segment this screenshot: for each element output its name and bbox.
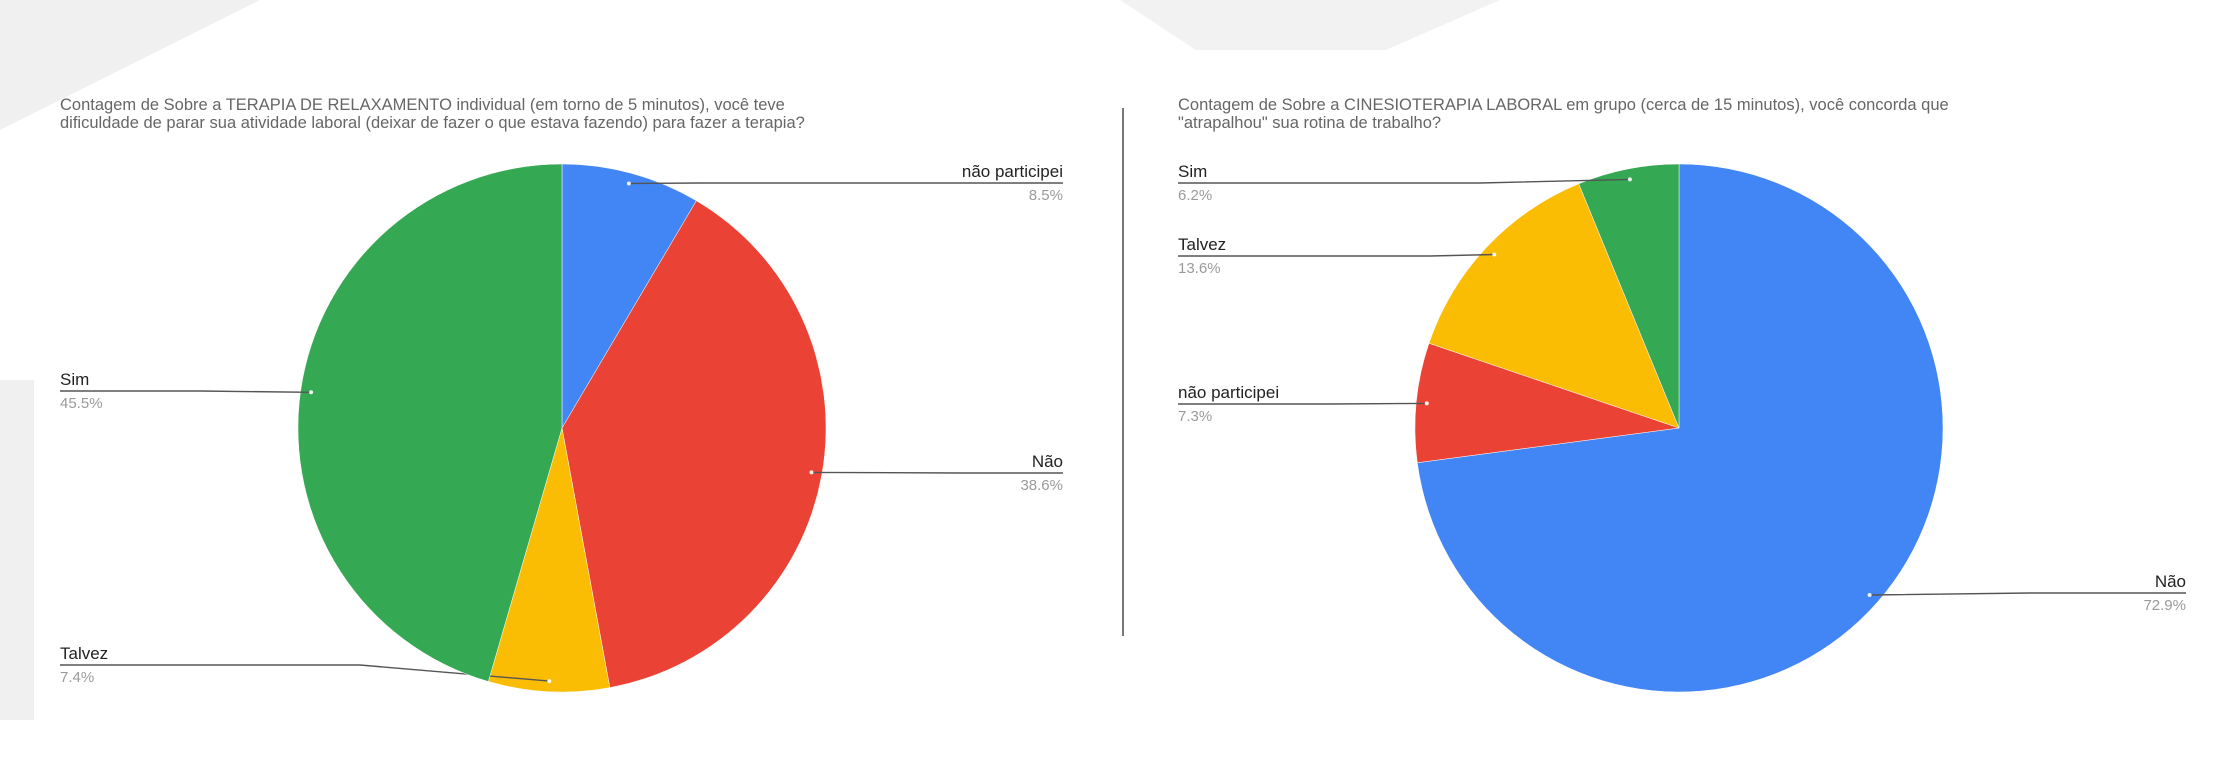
chart-title: Contagem de Sobre a CINESIOTERAPIA LABOR… (1178, 96, 1949, 132)
chart-title-line-1: Contagem de Sobre a TERAPIA DE RELAXAMEN… (60, 96, 785, 114)
leader-line-sim (1178, 178, 1630, 184)
pie-slice-nao-participei (1414, 342, 1680, 464)
slice-label-sim: Sim (60, 370, 89, 389)
chart-title: Contagem de Sobre a TERAPIA DE RELAXAMEN… (60, 96, 805, 132)
pie-slice-sim (1578, 163, 1680, 429)
pie-slice-nao-participei (561, 163, 697, 429)
leader-line-nao-participei (1178, 402, 1427, 405)
pie-slice-sim (297, 163, 563, 682)
chart-title-line-2: "atrapalhou" sua rotina de trabalho? (1178, 114, 1442, 132)
leader-dot-nao (1867, 593, 1872, 597)
pie-svg: não participei 8.5% Não 38.6% Talvez 7.4% Sim 4… (60, 162, 1063, 693)
slice-label-nao: Não (2155, 572, 2186, 591)
slice-label-nao-participei: não participei (962, 162, 1063, 181)
leader-dot-sim (1627, 177, 1632, 182)
slice-percent-sim: 6.2% (1178, 187, 1212, 204)
pie-chart-relaxation-therapy: Contagem de Sobre a TERAPIA DE RELAXAMEN… (0, 0, 1110, 779)
leader-dot-nao-participei (1424, 401, 1429, 406)
slice-percent-nao: 72.9% (2143, 597, 2186, 614)
leader-dot-talvez (1492, 252, 1497, 257)
chart-title-line-1: Contagem de Sobre a CINESIOTERAPIA LABOR… (1178, 96, 1949, 114)
slice-percent-nao-participei: 7.3% (1178, 408, 1212, 425)
pie-svg: Não 72.9% não participei 7.3% Talvez 13.6% Sim… (1178, 162, 2186, 693)
chart-divider (1122, 108, 1124, 636)
pie-slice-nao (1417, 163, 1944, 693)
leader-dot-nao (809, 470, 814, 475)
slice-percent-nao: 38.6% (1020, 477, 1063, 494)
slice-percent-sim: 45.5% (60, 395, 103, 412)
leader-dot-talvez (547, 679, 552, 684)
leader-line-nao (811, 471, 1063, 474)
slice-label-talvez: Talvez (1178, 235, 1226, 254)
slice-percent-talvez: 13.6% (1178, 260, 1221, 277)
chart-title-line-2: dificuldade de parar sua atividade labor… (60, 114, 805, 132)
pie-chart-group-kinesiotherapy: Contagem de Sobre a CINESIOTERAPIA LABOR… (1130, 0, 2239, 779)
leader-line-nao (1869, 592, 2186, 596)
leader-line-sim (60, 390, 312, 393)
slice-label-nao-participei: não participei (1178, 383, 1279, 402)
slice-label-sim: Sim (1178, 162, 1207, 181)
pie-slice-talvez (1428, 183, 1680, 429)
slice-label-nao: Não (1032, 452, 1063, 471)
slice-label-talvez: Talvez (60, 644, 108, 663)
pie-slice-talvez (488, 427, 611, 693)
leader-dot-nao-participei (626, 181, 631, 186)
leader-line-talvez (1178, 253, 1495, 257)
leader-dot-sim (309, 390, 314, 395)
slice-percent-nao-participei: 8.5% (1029, 187, 1063, 204)
slice-percent-talvez: 7.4% (60, 669, 94, 686)
leader-line-nao-participei (628, 182, 1063, 185)
pie-slice-nao (561, 200, 827, 688)
